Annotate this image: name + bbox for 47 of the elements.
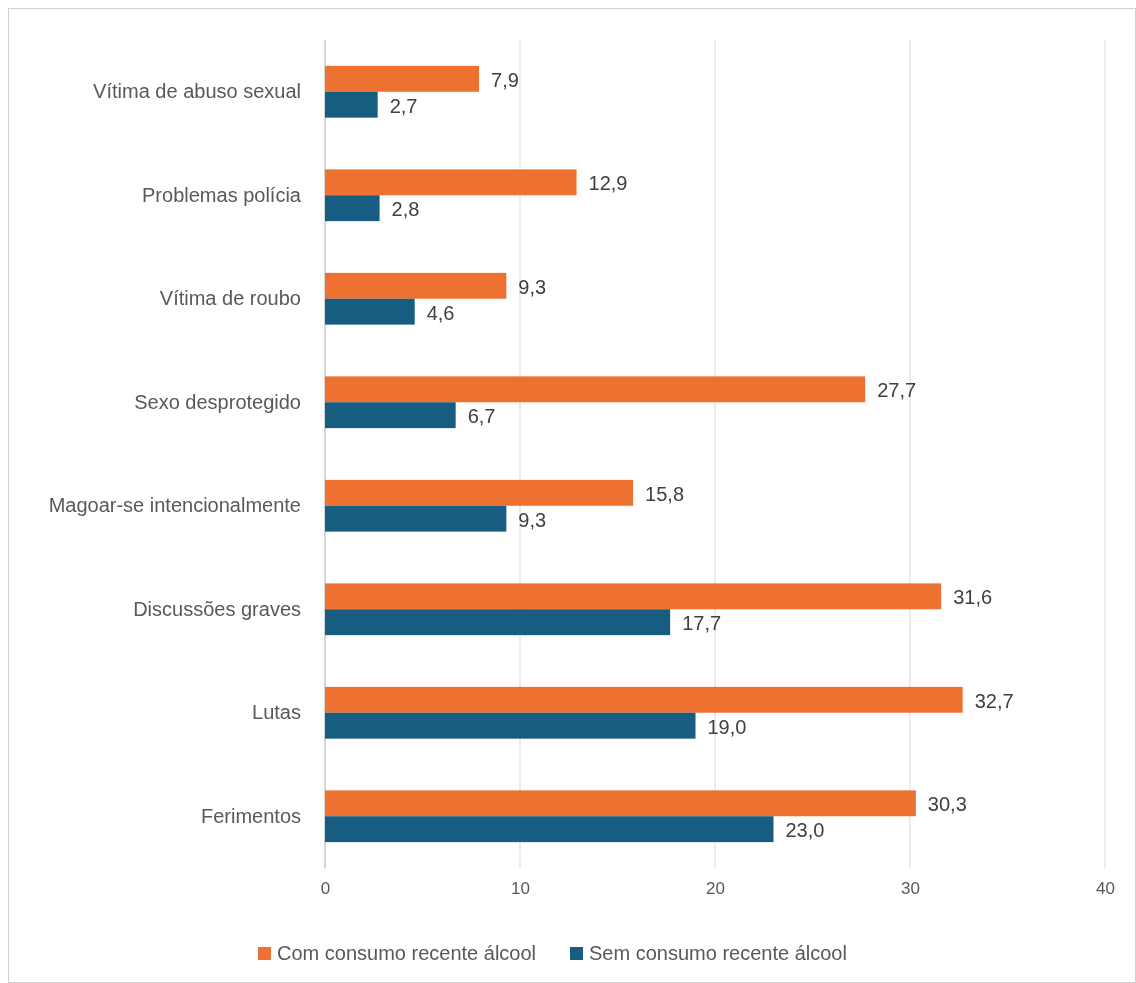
bar: [325, 712, 696, 739]
x-tick-label: 0: [320, 879, 331, 899]
bar: [325, 402, 456, 429]
bar: [325, 505, 507, 532]
data-label: 32,7: [974, 689, 1014, 712]
bar: [325, 790, 916, 817]
y-tick-label: Vítima de abuso sexual: [93, 80, 301, 103]
data-label: 4,6: [426, 301, 455, 324]
data-label: 17,7: [682, 612, 722, 635]
legend-label: Com consumo recente álcool: [277, 942, 537, 964]
data-label: 2,8: [391, 198, 420, 221]
legend-label: Sem consumo recente álcool: [589, 942, 847, 964]
x-tick-label: 10: [511, 879, 530, 899]
data-label: 15,8: [645, 482, 685, 505]
bar: [325, 169, 577, 196]
bar: [325, 609, 671, 636]
y-tick-label: Lutas: [252, 701, 301, 724]
x-tick-label: 30: [901, 879, 920, 899]
bar: [325, 376, 866, 403]
y-tick-label: Vítima de roubo: [159, 287, 301, 310]
bar: [325, 816, 774, 843]
y-tick-label: Magoar-se intencionalmente: [48, 494, 301, 517]
bar: [325, 195, 380, 222]
y-tick-label: Problemas polícia: [142, 183, 302, 206]
data-label: 2,7: [389, 94, 418, 117]
bar: [325, 272, 507, 299]
bar: [325, 65, 480, 92]
data-label: 27,7: [877, 379, 917, 402]
x-tick-label: 40: [1096, 879, 1115, 899]
y-tick-label: Ferimentos: [200, 804, 301, 827]
data-label: 23,0: [785, 819, 825, 842]
data-label: 7,9: [491, 68, 519, 91]
x-tick-label: 20: [706, 879, 725, 899]
data-label: 30,3: [927, 793, 967, 816]
y-tick-label: Discussões graves: [133, 597, 301, 620]
data-label: 12,9: [588, 172, 628, 195]
bar: [325, 583, 942, 610]
bar: [325, 686, 963, 713]
data-label: 9,3: [518, 508, 547, 531]
bar: [325, 479, 634, 506]
y-tick-label: Sexo desprotegido: [134, 390, 301, 413]
bar: [325, 298, 415, 325]
data-label: 31,6: [953, 586, 993, 609]
bar: [325, 91, 378, 118]
data-label: 6,7: [467, 405, 496, 428]
data-label: 9,3: [518, 275, 547, 298]
data-label: 19,0: [707, 715, 747, 738]
